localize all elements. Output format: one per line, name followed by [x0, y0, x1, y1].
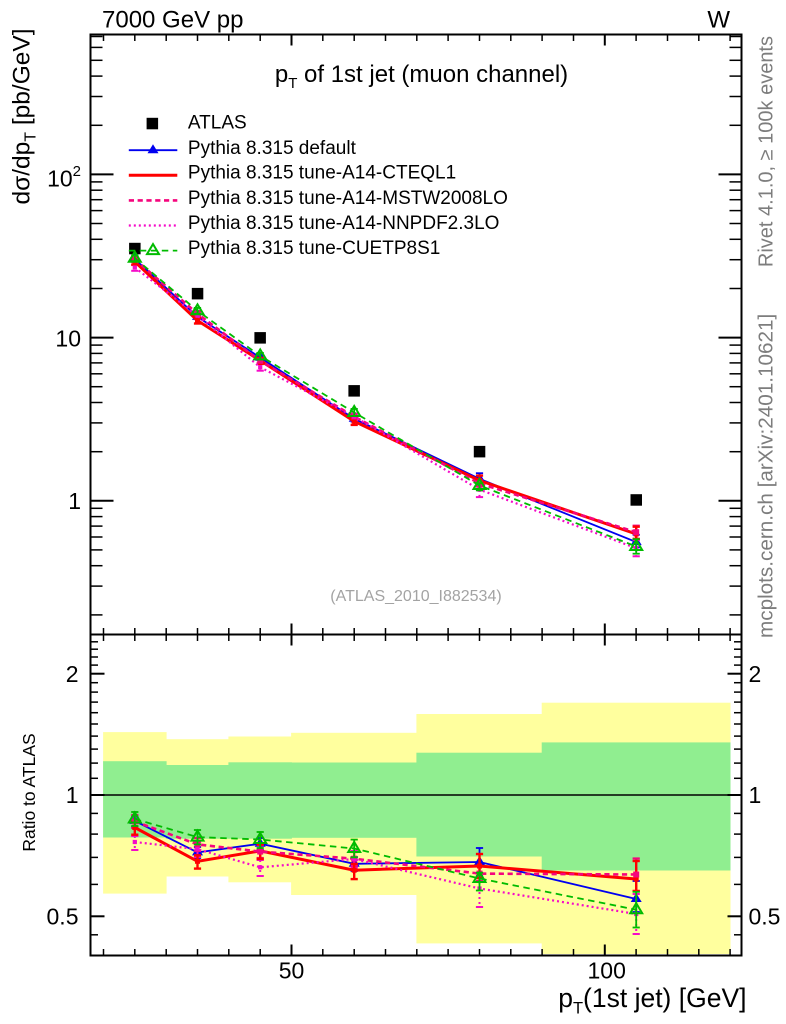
svg-text:ATLAS: ATLAS	[188, 112, 247, 133]
svg-text:Rivet 4.1.0, ≥ 100k events: Rivet 4.1.0, ≥ 100k events	[756, 36, 778, 267]
svg-text:Pythia 8.315 tune-A14-CTEQL1: Pythia 8.315 tune-A14-CTEQL1	[188, 163, 456, 184]
svg-text:Pythia 8.315 tune-A14-NNPDF2.3: Pythia 8.315 tune-A14-NNPDF2.3LO	[188, 213, 500, 234]
svg-text:(ATLAS_2010_I882534): (ATLAS_2010_I882534)	[330, 588, 501, 605]
svg-text:pT of 1st jet (muon channel): pT of 1st jet (muon channel)	[275, 61, 568, 92]
svg-text:1: 1	[66, 782, 79, 808]
svg-text:10: 10	[55, 325, 81, 351]
svg-text:W: W	[707, 7, 730, 34]
svg-text:0.5: 0.5	[47, 904, 79, 930]
svg-text:102: 102	[47, 163, 81, 192]
svg-text:mcplots.cern.ch [arXiv:2401.10: mcplots.cern.ch [arXiv:2401.10621]	[755, 314, 778, 638]
svg-text:pT(1st jet) [GeV]: pT(1st jet) [GeV]	[558, 983, 746, 1018]
svg-text:50: 50	[279, 958, 305, 984]
svg-text:Pythia 8.315 tune-A14-MSTW2008: Pythia 8.315 tune-A14-MSTW2008LO	[188, 188, 508, 209]
svg-text:Pythia 8.315 default: Pythia 8.315 default	[188, 138, 357, 159]
svg-text:dσ/dpT [pb/GeV]: dσ/dpT [pb/GeV]	[9, 28, 40, 204]
svg-text:100: 100	[588, 958, 626, 984]
svg-text:Pythia 8.315 tune-CUETP8S1: Pythia 8.315 tune-CUETP8S1	[188, 238, 440, 259]
svg-text:1: 1	[68, 488, 81, 514]
svg-text:2: 2	[749, 661, 762, 687]
svg-text:2: 2	[66, 661, 79, 687]
svg-text:7000 GeV pp: 7000 GeV pp	[102, 7, 243, 34]
svg-text:0.5: 0.5	[749, 904, 781, 930]
svg-text:1: 1	[749, 782, 762, 808]
svg-text:Ratio to ATLAS: Ratio to ATLAS	[19, 733, 39, 851]
